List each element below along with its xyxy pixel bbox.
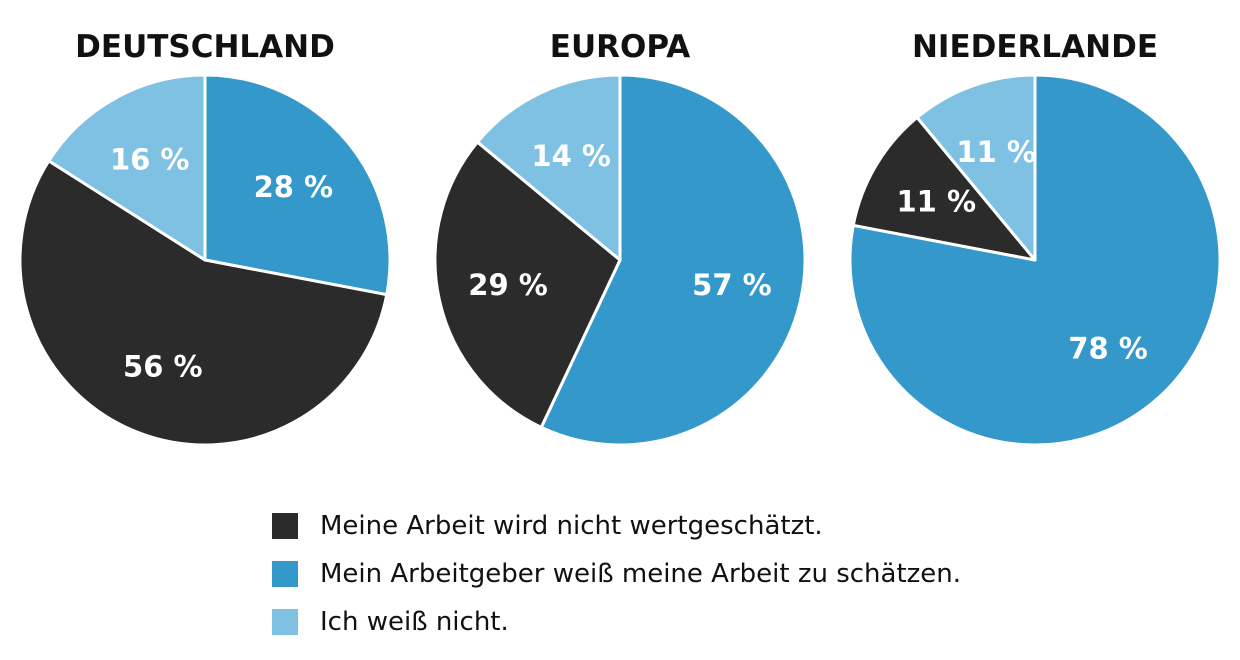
- pie-chart-niederlande: NIEDERLANDE 78 % 11 % 11 %: [848, 29, 1222, 447]
- pie-slice-light: [915, 73, 1037, 262]
- slice-label: 11 %: [897, 185, 977, 219]
- pie-slice-light: [475, 73, 622, 262]
- slice-label: 78 %: [1068, 331, 1148, 365]
- legend-swatch-light: [272, 609, 298, 635]
- pie-slice-light: [47, 73, 207, 262]
- pie-slice-blue: [848, 73, 1222, 447]
- slice-label: 14 %: [531, 139, 611, 173]
- slice-label: 28 %: [254, 170, 334, 204]
- pie-slice-dark: [18, 159, 389, 447]
- chart-title: DEUTSCHLAND: [75, 29, 335, 65]
- slice-label: 57 %: [692, 268, 772, 302]
- chart-title: EUROPA: [550, 29, 690, 65]
- legend-item-not-valued: Meine Arbeit wird nicht wertgeschätzt.: [272, 502, 1112, 550]
- pie-chart-deutschland: DEUTSCHLAND 28 % 56 % 16 %: [18, 29, 392, 447]
- chart-title: NIEDERLANDE: [912, 29, 1158, 65]
- legend-swatch-dark: [272, 513, 298, 539]
- slice-label: 11 %: [956, 135, 1036, 169]
- pie-charts: DEUTSCHLAND 28 % 56 % 16 % EUROPA 57 % 29 % 14 …: [18, 29, 1222, 447]
- pie-slice-blue: [203, 73, 392, 297]
- legend: Meine Arbeit wird nicht wertgeschätzt. M…: [272, 502, 1112, 646]
- legend-label: Mein Arbeitgeber weiß meine Arbeit zu sc…: [320, 559, 962, 589]
- legend-label: Meine Arbeit wird nicht wertgeschätzt.: [320, 511, 823, 541]
- pie-chart-europa: EUROPA 57 % 29 % 14 %: [433, 29, 807, 447]
- legend-label: Ich weiß nicht.: [320, 607, 509, 637]
- pie-slice-dark: [851, 115, 1037, 262]
- pie-slice-dark: [433, 140, 622, 429]
- legend-swatch-blue: [272, 561, 298, 587]
- legend-item-dont-know: Ich weiß nicht.: [272, 598, 1112, 646]
- pie-slice-blue: [539, 73, 807, 447]
- legend-item-valued: Mein Arbeitgeber weiß meine Arbeit zu sc…: [272, 550, 1112, 598]
- slice-label: 56 %: [123, 350, 203, 384]
- slice-label: 16 %: [110, 142, 190, 176]
- slice-label: 29 %: [468, 268, 548, 302]
